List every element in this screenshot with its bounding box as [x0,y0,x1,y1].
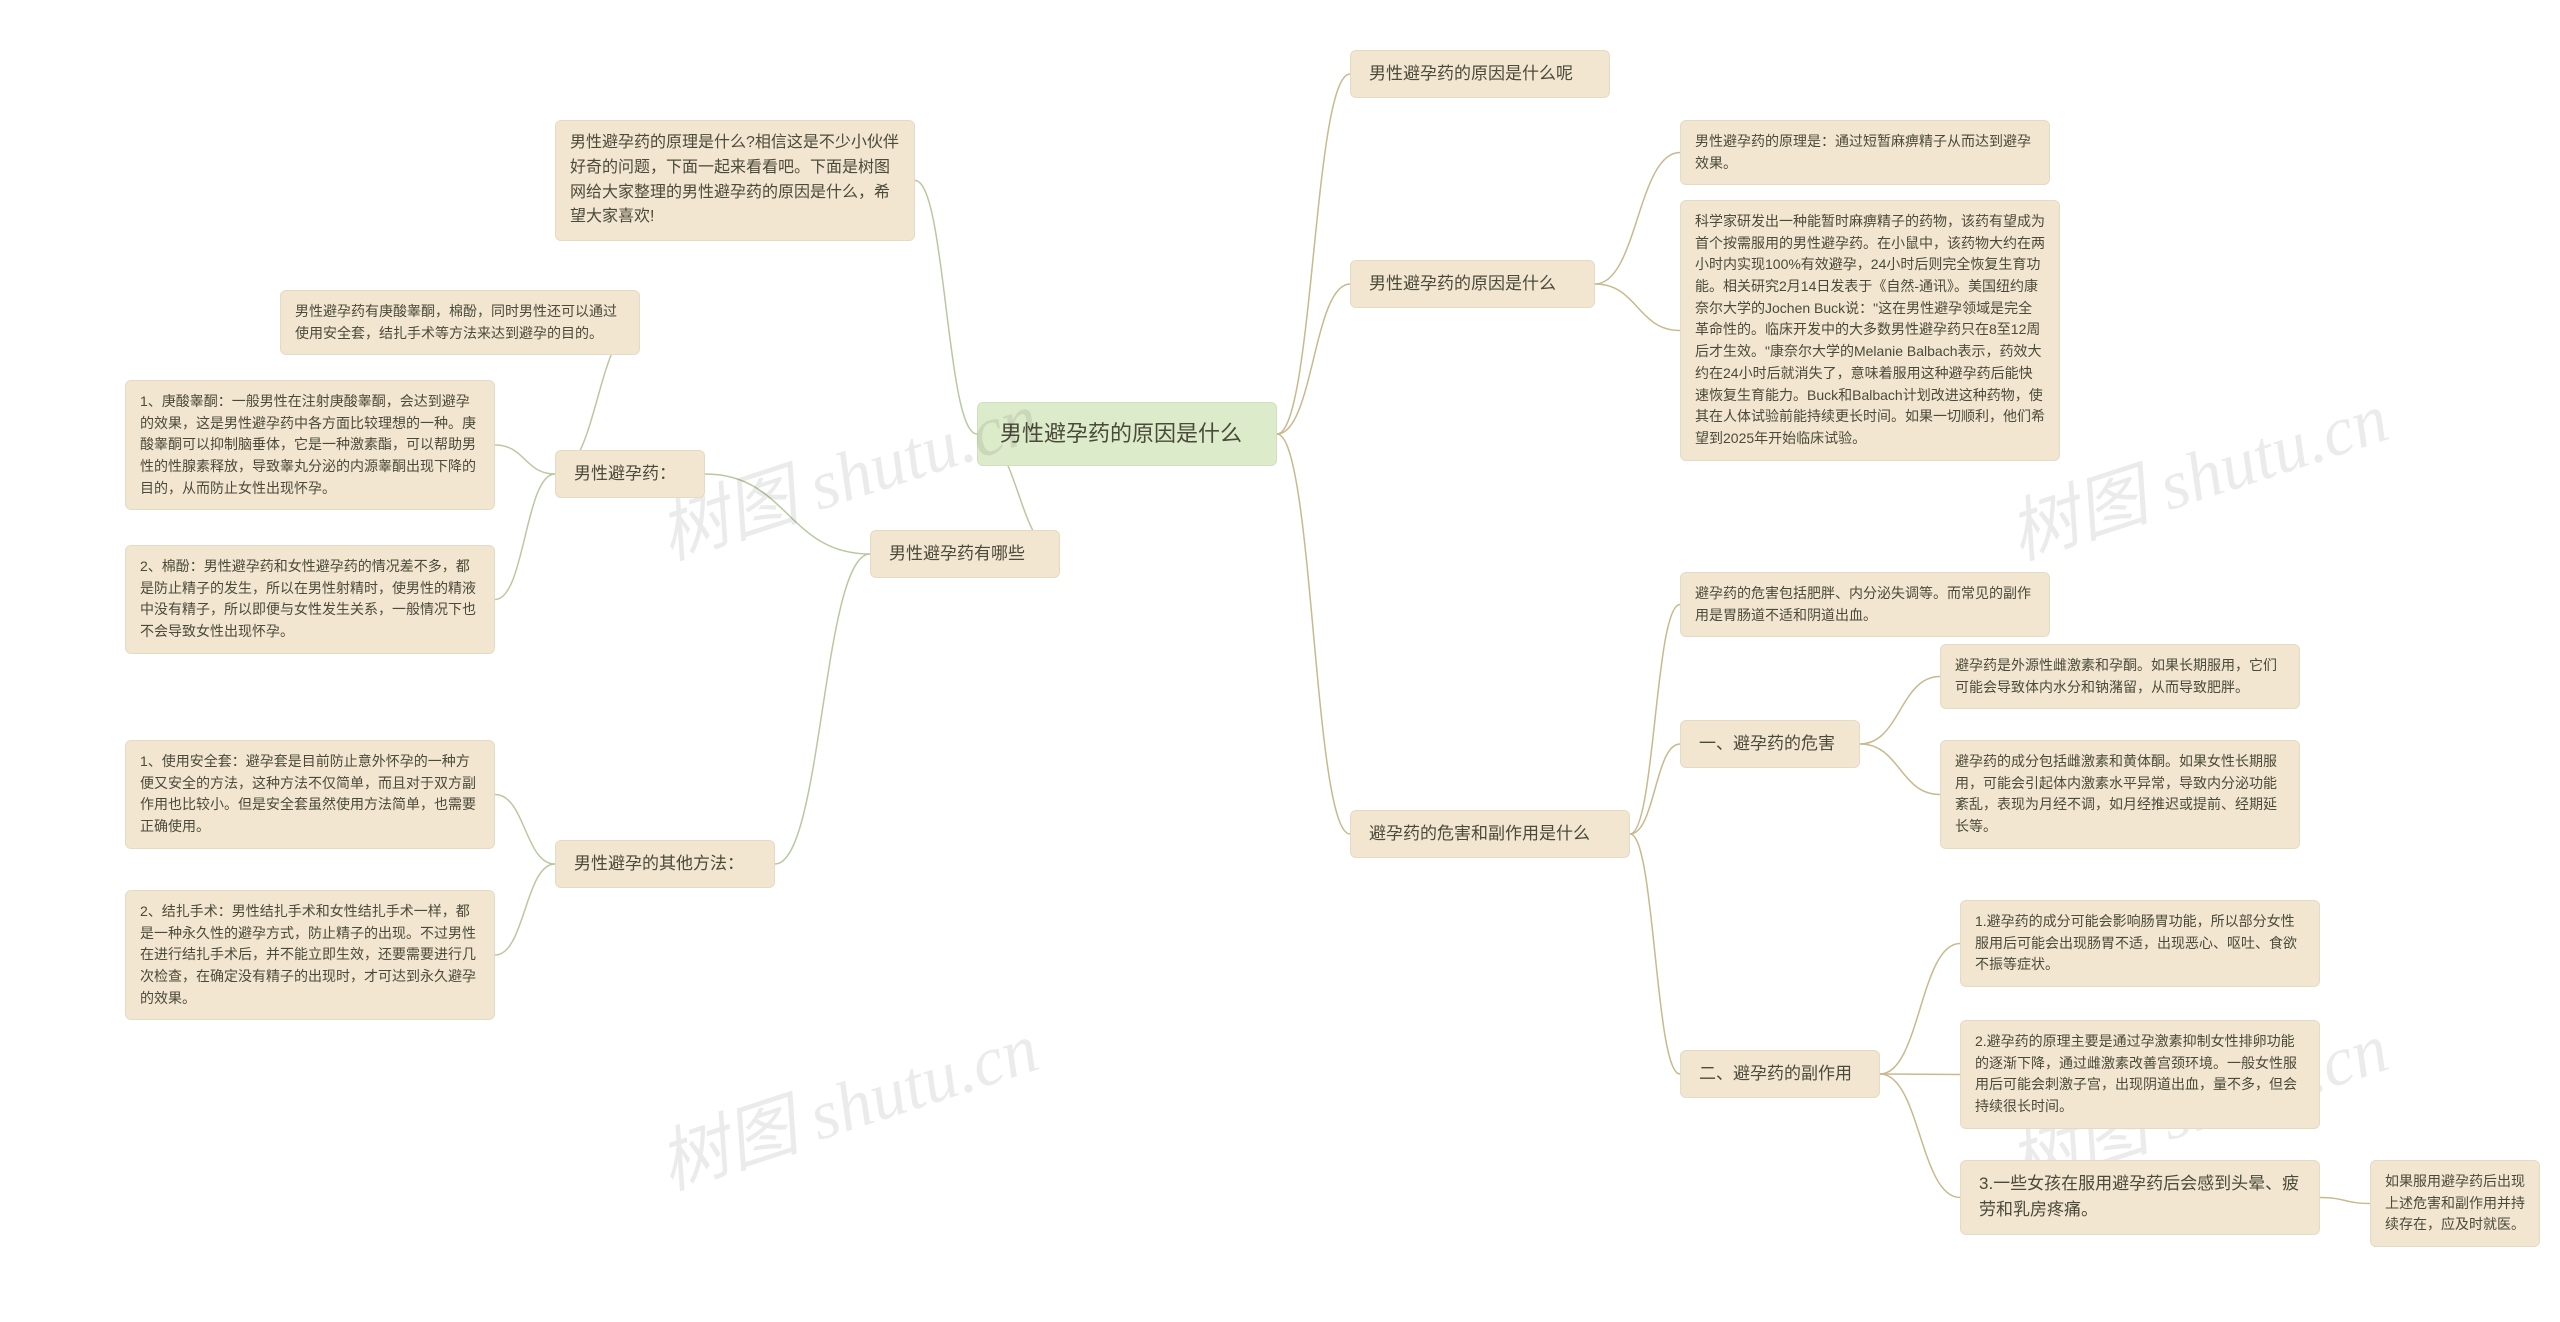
leaf-node: 男性避孕药的原理是什么?相信这是不少小伙伴好奇的问题，下面一起来看看吧。下面是树… [555,120,915,241]
leaf-node: 避孕药的成分包括雌激素和黄体酮。如果女性长期服用，可能会引起体内激素水平异常，导… [1940,740,2300,849]
branch-node: 一、避孕药的危害 [1680,720,1860,768]
leaf-node: 男性避孕药有庚酸睾酮，棉酚，同时男性还可以通过使用安全套，结扎手术等方法来达到避… [280,290,640,355]
leaf-node: 1、庚酸睾酮：一般男性在注射庚酸睾酮，会达到避孕的效果，这是男性避孕药中各方面比… [125,380,495,510]
leaf-node: 科学家研发出一种能暂时麻痹精子的药物，该药有望成为首个按需服用的男性避孕药。在小… [1680,200,2060,461]
leaf-node: 男性避孕药的原理是：通过短暂麻痹精子从而达到避孕效果。 [1680,120,2050,185]
leaf-node: 避孕药的危害包括肥胖、内分泌失调等。而常见的副作用是胃肠道不适和阴道出血。 [1680,572,2050,637]
leaf-node: 2、棉酚：男性避孕药和女性避孕药的情况差不多，都是防止精子的发生，所以在男性射精… [125,545,495,654]
mindmap-canvas: 男性避孕药的原因是什么 男性避孕药的原理是什么?相信这是不少小伙伴好奇的问题，下面… [0,0,2560,1322]
leaf-node: 2.避孕药的原理主要是通过孕激素抑制女性排卵功能的逐渐下降，通过雌激素改善宫颈环… [1960,1020,2320,1129]
branch-node: 避孕药的危害和副作用是什么 [1350,810,1630,858]
branch-node: 男性避孕药的原因是什么呢 [1350,50,1610,98]
branch-node: 男性避孕的其他方法： [555,840,775,888]
leaf-node: 如果服用避孕药后出现上述危害和副作用并持续存在，应及时就医。 [2370,1160,2540,1247]
leaf-node: 1、使用安全套：避孕套是目前防止意外怀孕的一种方便又安全的方法，这种方法不仅简单… [125,740,495,849]
root-node: 男性避孕药的原因是什么 [977,402,1277,466]
watermark: 树图 shutu.cn [644,992,1049,1209]
branch-node: 3.一些女孩在服用避孕药后会感到头晕、疲劳和乳房疼痛。 [1960,1160,2320,1235]
leaf-node: 1.避孕药的成分可能会影响肠胃功能，所以部分女性服用后可能会出现肠胃不适，出现恶… [1960,900,2320,987]
leaf-node: 2、结扎手术：男性结扎手术和女性结扎手术一样，都是一种永久性的避孕方式，防止精子… [125,890,495,1020]
branch-node: 男性避孕药有哪些 [870,530,1060,578]
branch-node: 二、避孕药的副作用 [1680,1050,1880,1098]
branch-node: 男性避孕药： [555,450,705,498]
leaf-node: 避孕药是外源性雌激素和孕酮。如果长期服用，它们可能会导致体内水分和钠潴留，从而导… [1940,644,2300,709]
branch-node: 男性避孕药的原因是什么 [1350,260,1595,308]
